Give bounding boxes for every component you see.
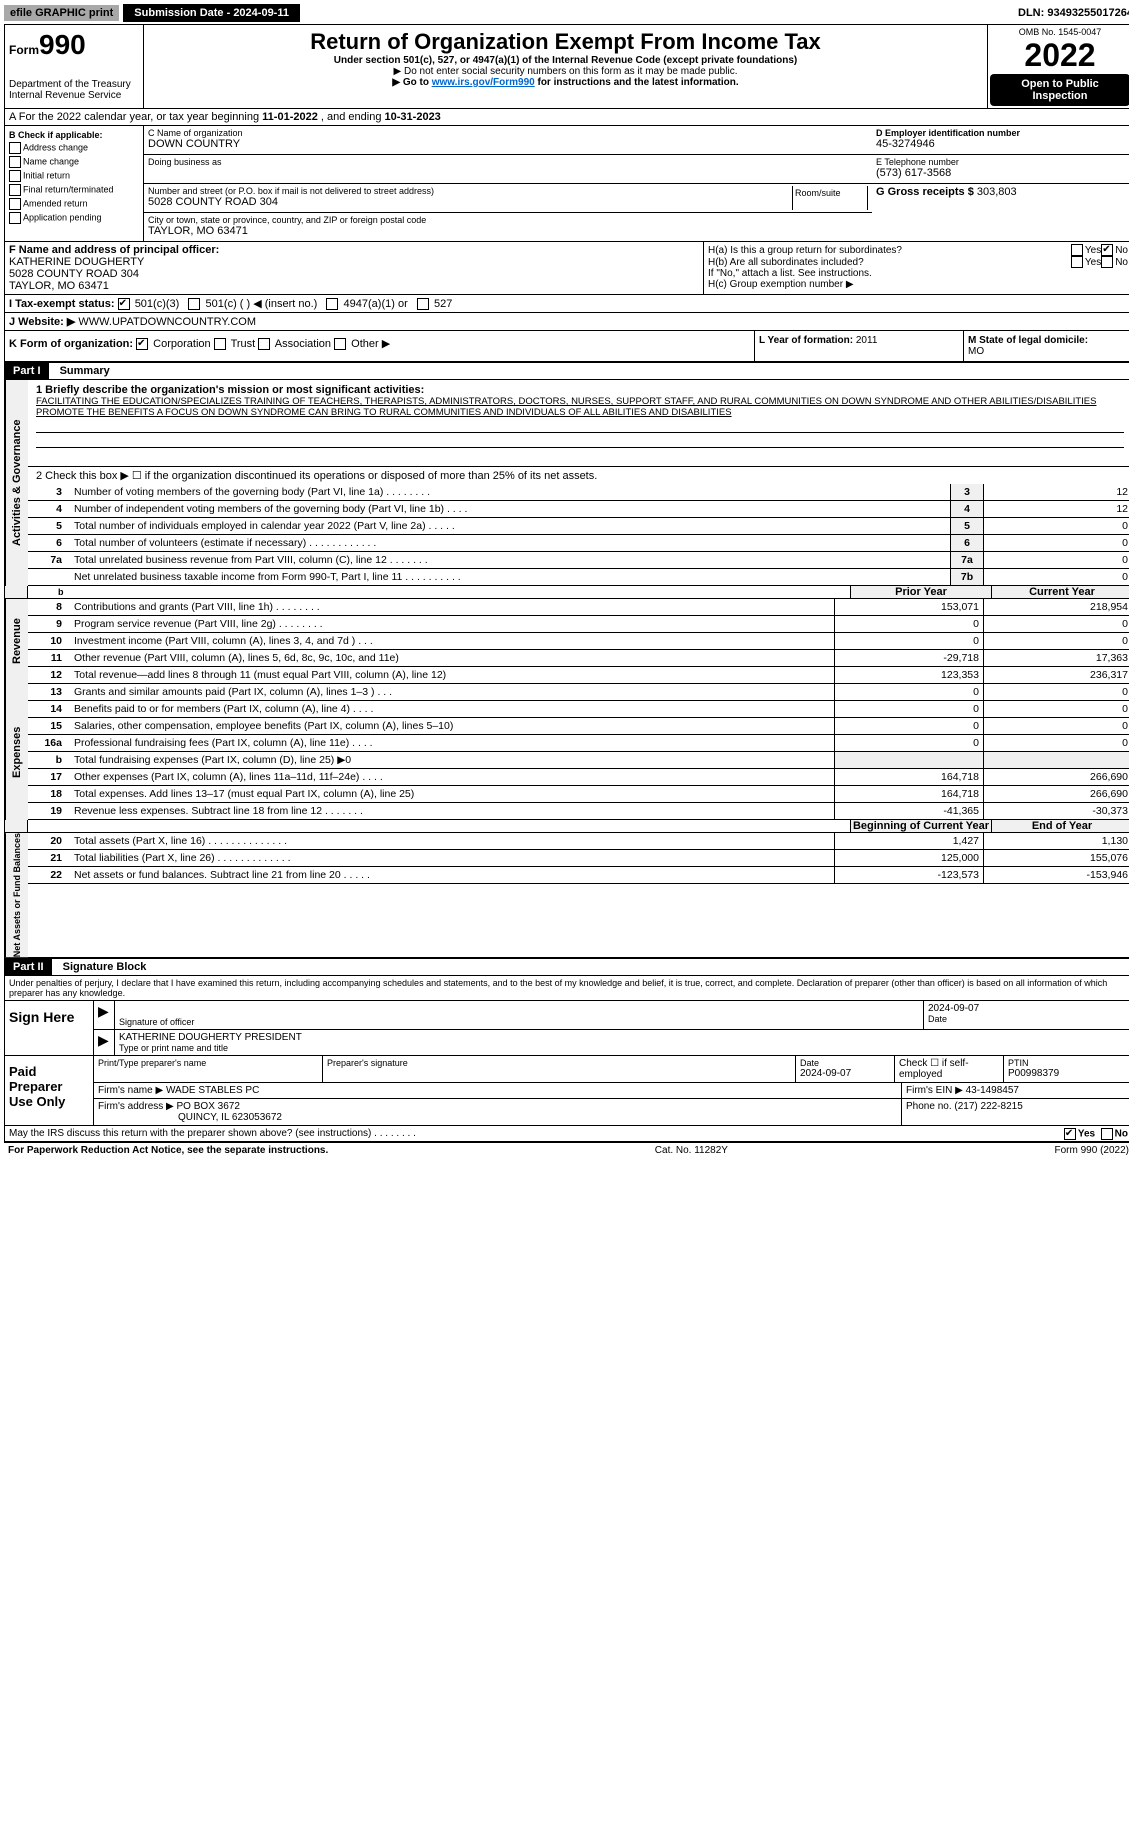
part2-header: Part II Signature Block	[5, 959, 1129, 976]
table-row: 7aTotal unrelated business revenue from …	[28, 552, 1129, 569]
section-officer-group: F Name and address of principal officer:…	[5, 242, 1129, 294]
governance-table: 3Number of voting members of the governi…	[28, 484, 1129, 586]
footer: For Paperwork Reduction Act Notice, see …	[4, 1143, 1129, 1158]
net-header-row: Beginning of Current Year End of Year	[5, 820, 1129, 833]
arrow-icon: ▶	[98, 1032, 109, 1048]
col-l-year: L Year of formation: 2011	[755, 331, 964, 361]
table-row: 16aProfessional fundraising fees (Part I…	[28, 735, 1129, 752]
checkbox-ha-no[interactable]	[1101, 244, 1113, 256]
table-row: 9Program service revenue (Part VIII, lin…	[28, 616, 1129, 633]
table-row: 11Other revenue (Part VIII, column (A), …	[28, 650, 1129, 667]
dln-label: DLN: 93493255017264	[1018, 7, 1129, 19]
table-row: 18Total expenses. Add lines 13–17 (must …	[28, 786, 1129, 803]
table-row: 21Total liabilities (Part X, line 26) . …	[28, 850, 1129, 867]
revenue-table: 8Contributions and grants (Part VIII, li…	[28, 599, 1129, 684]
form-title-box: Return of Organization Exempt From Incom…	[144, 25, 987, 108]
table-row: 13Grants and similar amounts paid (Part …	[28, 684, 1129, 701]
submission-date-button[interactable]: Submission Date - 2024-09-11	[123, 4, 300, 22]
table-row: 5Total number of individuals employed in…	[28, 518, 1129, 535]
checkbox-hb-no[interactable]	[1101, 256, 1113, 268]
col-d-e-contact: D Employer identification number 45-3274…	[872, 126, 1129, 241]
col-c-org-info: C Name of organization DOWN COUNTRY Doin…	[144, 126, 872, 241]
table-row: 14Benefits paid to or for members (Part …	[28, 701, 1129, 718]
checkbox-4947[interactable]	[326, 298, 338, 310]
discuss-row: May the IRS discuss this return with the…	[5, 1126, 1129, 1142]
checkbox-initial-return[interactable]	[9, 170, 21, 182]
col-m-state: M State of legal domicile: MO	[964, 331, 1129, 361]
table-row: 4Number of independent voting members of…	[28, 501, 1129, 518]
table-row: 22Net assets or fund balances. Subtract …	[28, 867, 1129, 884]
col-b-checkboxes: B Check if applicable: Address change Na…	[5, 126, 144, 241]
checkbox-assoc[interactable]	[258, 338, 270, 350]
rev-header-row: b Prior Year Current Year	[5, 586, 1129, 599]
checkbox-name-change[interactable]	[9, 156, 21, 168]
col-h-group: H(a) Is this a group return for subordin…	[704, 242, 1129, 294]
checkbox-discuss-yes[interactable]	[1064, 1128, 1076, 1140]
checkbox-amended[interactable]	[9, 198, 21, 210]
checkbox-corp[interactable]	[136, 338, 148, 350]
col-f-officer: F Name and address of principal officer:…	[5, 242, 704, 294]
row-j-website: J Website: ▶ WWW.UPATDOWNCOUNTRY.COM	[5, 313, 1129, 331]
table-row: 17Other expenses (Part IX, column (A), l…	[28, 769, 1129, 786]
checkbox-app-pending[interactable]	[9, 212, 21, 224]
section-klm: K Form of organization: Corporation Trus…	[5, 331, 1129, 363]
checkbox-hb-yes[interactable]	[1071, 256, 1083, 268]
revenue-section: Revenue 8Contributions and grants (Part …	[5, 599, 1129, 684]
checkbox-address-change[interactable]	[9, 142, 21, 154]
form-container: Form990 Department of the Treasury Inter…	[4, 24, 1129, 1143]
checkbox-527[interactable]	[417, 298, 429, 310]
room-suite: Room/suite	[792, 186, 868, 210]
row-i-status: I Tax-exempt status: 501(c)(3) 501(c) ( …	[5, 294, 1129, 313]
form-header: Form990 Department of the Treasury Inter…	[5, 25, 1129, 109]
irs-link[interactable]: www.irs.gov/Form990	[432, 77, 535, 88]
checkbox-other[interactable]	[334, 338, 346, 350]
checkbox-ha-yes[interactable]	[1071, 244, 1083, 256]
arrow-icon: ▶	[98, 1003, 109, 1019]
checkbox-501c3[interactable]	[118, 298, 130, 310]
form-id-box: Form990 Department of the Treasury Inter…	[5, 25, 144, 108]
netassets-table: 20Total assets (Part X, line 16) . . . .…	[28, 833, 1129, 884]
table-row: Net unrelated business taxable income fr…	[28, 569, 1129, 586]
table-row: 15Salaries, other compensation, employee…	[28, 718, 1129, 735]
table-row: 3Number of voting members of the governi…	[28, 484, 1129, 501]
table-row: 10Investment income (Part VIII, column (…	[28, 633, 1129, 650]
row-a-tax-year: A For the 2022 calendar year, or tax yea…	[5, 109, 1129, 126]
year-box: OMB No. 1545-0047 2022 Open to Public In…	[987, 25, 1129, 108]
expenses-table: 13Grants and similar amounts paid (Part …	[28, 684, 1129, 820]
checkbox-501c[interactable]	[188, 298, 200, 310]
table-row: 8Contributions and grants (Part VIII, li…	[28, 599, 1129, 616]
table-row: 20Total assets (Part X, line 16) . . . .…	[28, 833, 1129, 850]
governance-section: Activities & Governance 1 Briefly descri…	[5, 380, 1129, 586]
section-identity: B Check if applicable: Address change Na…	[5, 126, 1129, 242]
col-k-form-org: K Form of organization: Corporation Trus…	[5, 331, 755, 361]
checkbox-discuss-no[interactable]	[1101, 1128, 1113, 1140]
efile-label: efile GRAPHIC print	[4, 5, 119, 21]
expenses-section: Expenses 13Grants and similar amounts pa…	[5, 684, 1129, 820]
table-row: 6Total number of volunteers (estimate if…	[28, 535, 1129, 552]
checkbox-final-return[interactable]	[9, 184, 21, 196]
top-bar: efile GRAPHIC print Submission Date - 20…	[4, 4, 1129, 22]
mission-box: 1 Briefly describe the organization's mi…	[28, 380, 1129, 467]
signature-block: Sign Here ▶ Signature of officer 2024-09…	[5, 1001, 1129, 1142]
table-row: 19Revenue less expenses. Subtract line 1…	[28, 803, 1129, 820]
table-row: bTotal fundraising expenses (Part IX, co…	[28, 752, 1129, 769]
table-row: 12Total revenue—add lines 8 through 11 (…	[28, 667, 1129, 684]
checkbox-trust[interactable]	[214, 338, 226, 350]
netassets-section: Net Assets or Fund Balances 20Total asse…	[5, 833, 1129, 959]
form-title: Return of Organization Exempt From Incom…	[152, 29, 979, 55]
part1-header: Part I Summary	[5, 363, 1129, 380]
